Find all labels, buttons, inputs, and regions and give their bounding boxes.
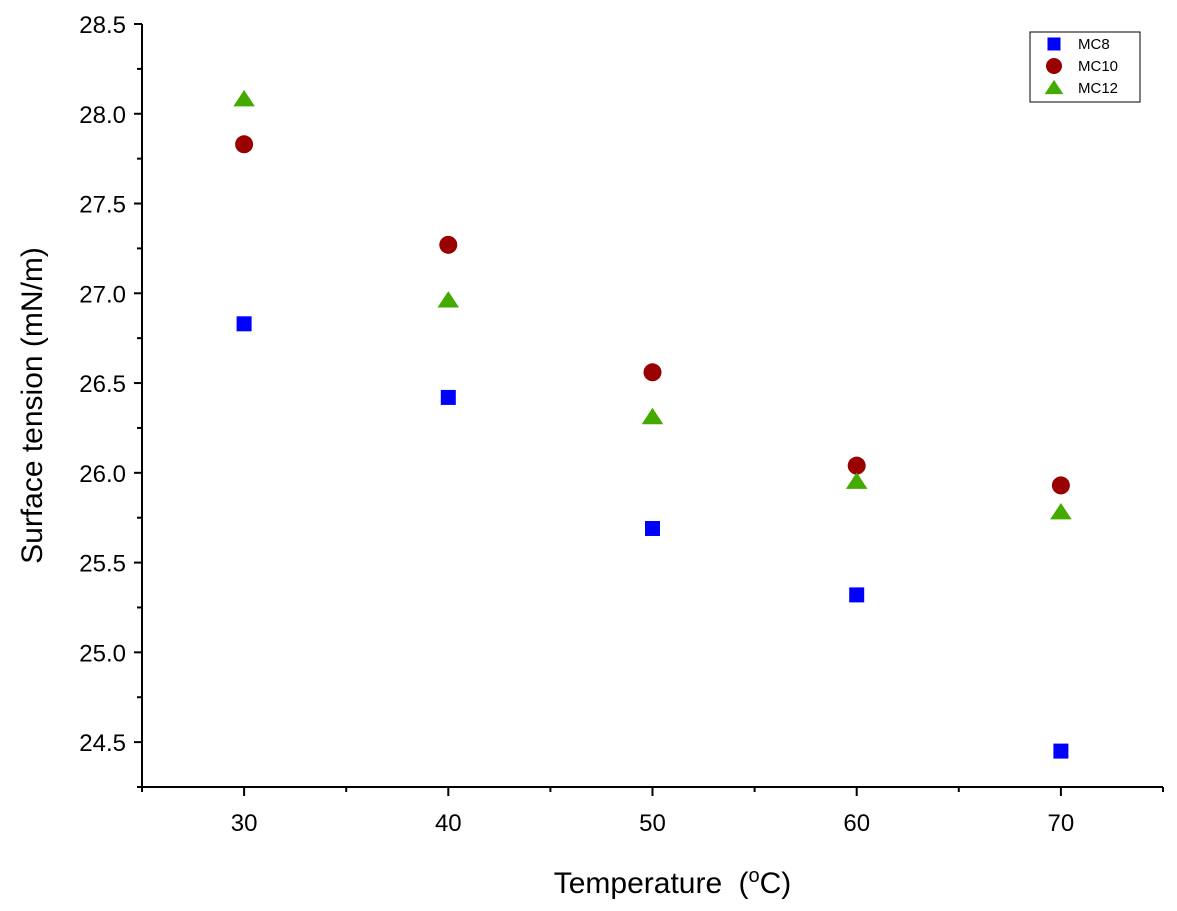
- data-point-mc10: [439, 235, 458, 254]
- data-point-mc10: [235, 135, 254, 154]
- data-point-mc12: [1050, 502, 1072, 520]
- data-point-mc10: [643, 363, 662, 382]
- y-tick-label: 28.0: [79, 102, 126, 129]
- y-tick-label: 25.5: [79, 551, 126, 578]
- legend-marker-mc12: [1044, 79, 1064, 95]
- y-tick-label: 27.5: [79, 192, 126, 219]
- y-tick-label: 24.5: [79, 730, 126, 757]
- y-axis-title: Surface tension (mN/m): [16, 247, 49, 564]
- legend-label-mc8: MC8: [1078, 36, 1110, 53]
- x-tick-label: 30: [231, 810, 258, 837]
- x-tick-label: 40: [435, 810, 462, 837]
- x-tick-label: 60: [843, 810, 870, 837]
- data-point-mc12: [845, 472, 868, 489]
- y-tick-label: 26.0: [79, 461, 126, 488]
- data-points: [233, 90, 1072, 759]
- data-point-mc10: [847, 456, 866, 475]
- degree-mark: o: [748, 865, 759, 887]
- data-point-mc8: [236, 316, 252, 332]
- legend-label-mc10: MC10: [1078, 58, 1118, 75]
- series-mc12: [233, 90, 1072, 520]
- data-point-mc8: [849, 587, 865, 603]
- x-tick-label: 70: [1048, 810, 1075, 837]
- x-tick-label: 50: [639, 810, 666, 837]
- data-point-mc12: [233, 90, 255, 107]
- data-point-mc10: [1051, 476, 1070, 495]
- legend-marker-mc8: [1047, 37, 1061, 51]
- legend-label-mc12: MC12: [1078, 80, 1118, 97]
- data-point-mc8: [440, 389, 456, 405]
- data-point-mc8: [1053, 743, 1069, 759]
- y-ticks: 24.5 25.0 25.5 26.0 26.5 27.0 27.5 28.0 28.5: [79, 12, 142, 788]
- x-axis-label: Temperature: [554, 867, 722, 900]
- series-mc8: [236, 316, 1069, 759]
- data-point-mc12: [641, 407, 664, 425]
- x-ticks: 30 40 50 60 70: [141, 787, 1164, 837]
- data-point-mc12: [437, 291, 460, 308]
- y-tick-label: 25.0: [79, 640, 126, 667]
- data-point-mc8: [645, 520, 660, 536]
- x-axis-title: Temperature (oC): [554, 865, 792, 900]
- y-tick-label: 26.5: [79, 371, 126, 398]
- axes: [141, 24, 1163, 788]
- x-axis-unit: (oC): [738, 865, 791, 900]
- legend: MC8 MC10 MC12: [1029, 31, 1141, 103]
- legend-marker-mc10: [1046, 58, 1062, 74]
- y-tick-label: 28.5: [79, 12, 126, 39]
- series-mc10: [235, 135, 1070, 495]
- y-tick-label: 27.0: [79, 281, 126, 308]
